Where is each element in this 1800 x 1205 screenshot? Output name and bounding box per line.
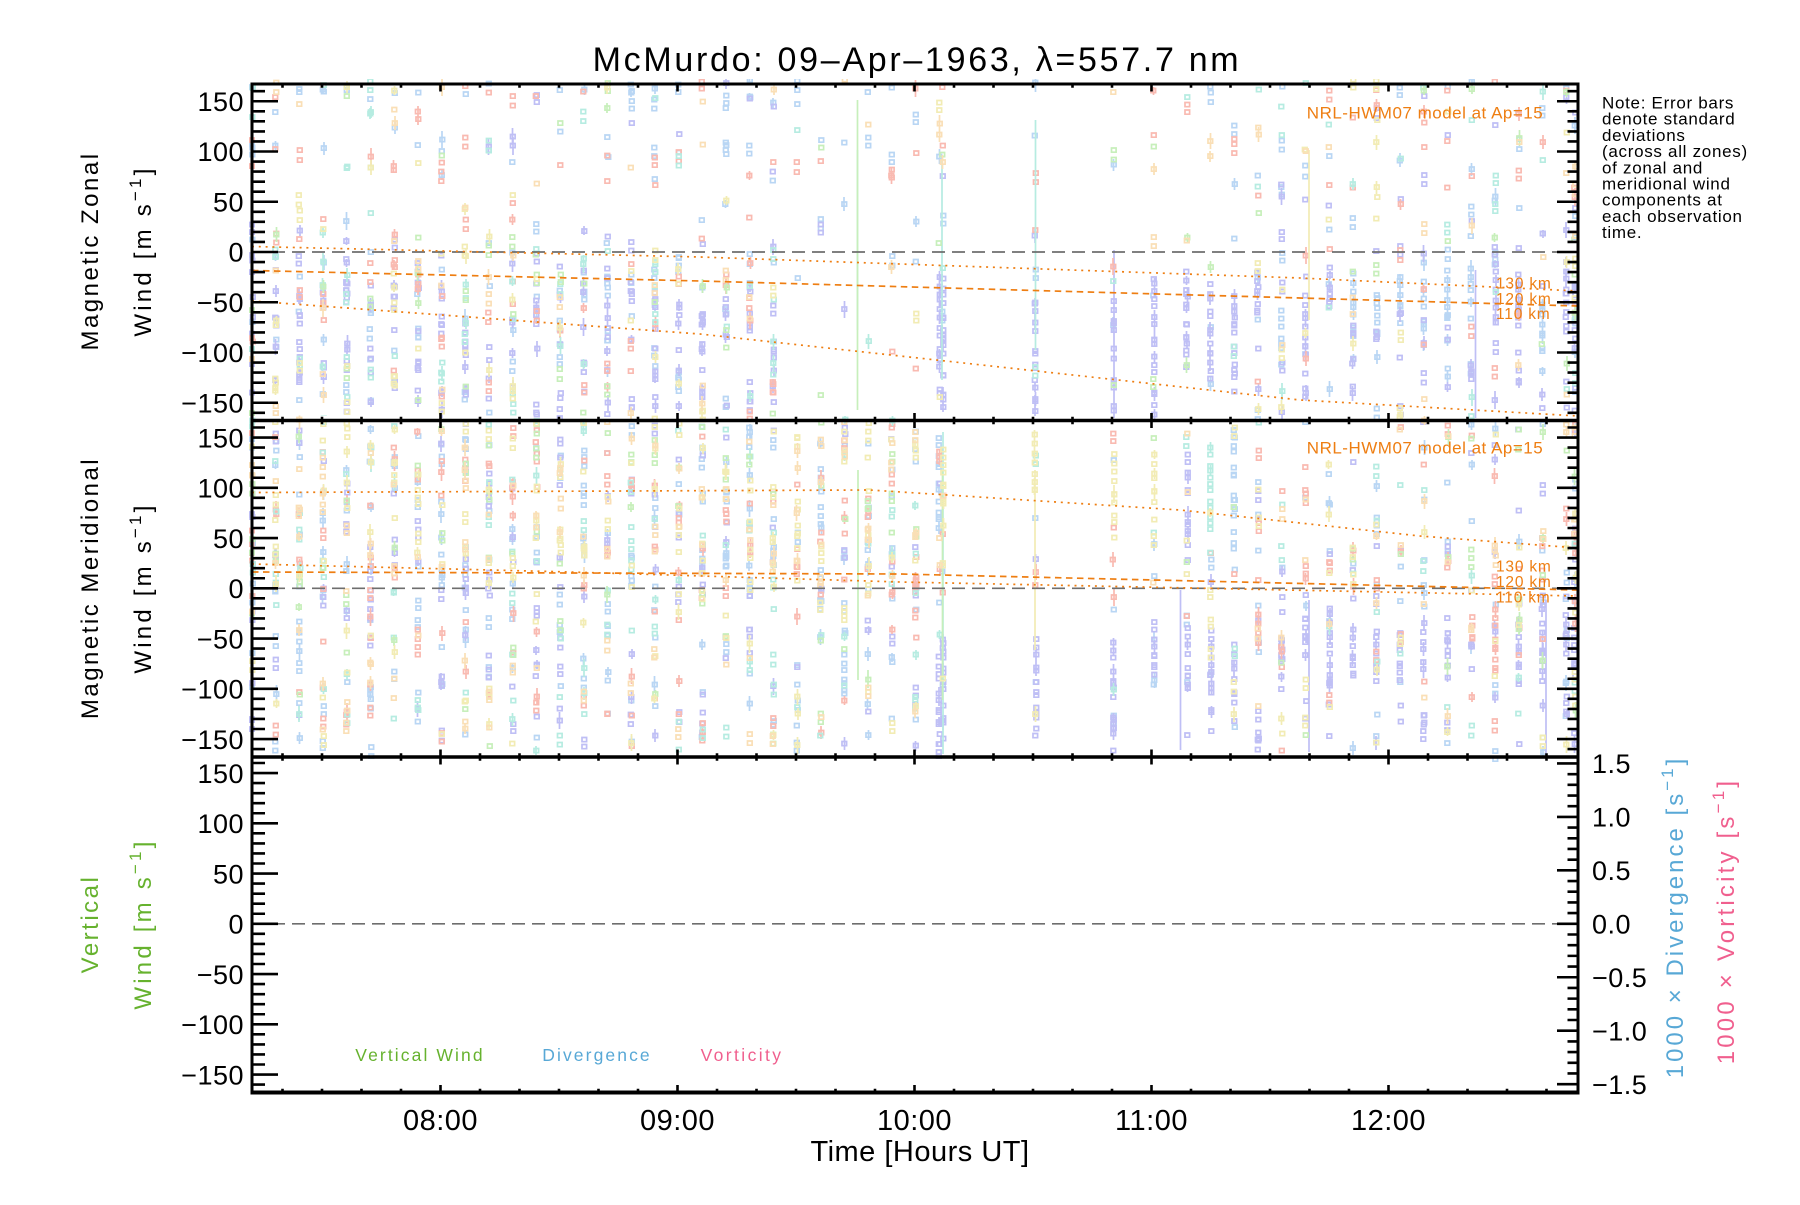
svg-text:−1.0: −1.0: [1592, 1016, 1647, 1046]
svg-text:11:00: 11:00: [1115, 1105, 1188, 1137]
svg-text:Wind [m s−1]: Wind [m s−1]: [126, 838, 157, 1009]
svg-text:50: 50: [213, 187, 244, 217]
svg-text:NRL-HWM07 model at Ap=15: NRL-HWM07 model at Ap=15: [1307, 104, 1543, 123]
svg-text:0: 0: [228, 238, 244, 268]
svg-text:−100: −100: [181, 338, 244, 368]
svg-text:50: 50: [213, 524, 244, 554]
svg-text:of zonal and: of zonal and: [1602, 158, 1703, 177]
svg-text:100: 100: [197, 474, 244, 504]
svg-text:10:00: 10:00: [877, 1105, 952, 1137]
svg-text:120 km: 120 km: [1496, 574, 1552, 591]
svg-text:0.0: 0.0: [1592, 910, 1631, 940]
svg-text:−100: −100: [181, 675, 244, 705]
svg-text:Time [Hours UT]: Time [Hours UT]: [810, 1136, 1029, 1168]
svg-text:1000 × Vorticity [s−1]: 1000 × Vorticity [s−1]: [1709, 778, 1740, 1065]
svg-text:−150: −150: [181, 388, 244, 418]
svg-text:Vertical: Vertical: [77, 875, 104, 974]
svg-text:−150: −150: [181, 725, 244, 755]
svg-text:−0.5: −0.5: [1592, 963, 1647, 993]
svg-text:0: 0: [228, 574, 244, 604]
svg-text:0.5: 0.5: [1592, 856, 1631, 886]
svg-text:1.0: 1.0: [1592, 803, 1631, 833]
svg-text:time.: time.: [1602, 223, 1642, 242]
svg-text:0: 0: [228, 910, 244, 940]
svg-text:110 km: 110 km: [1496, 306, 1550, 323]
svg-text:NRL-HWM07 model at Ap=15: NRL-HWM07 model at Ap=15: [1307, 439, 1543, 458]
svg-text:110 km: 110 km: [1496, 590, 1550, 607]
svg-text:Note: Error bars: Note: Error bars: [1602, 94, 1734, 113]
svg-text:denote standard: denote standard: [1602, 110, 1735, 129]
svg-text:Vorticity: Vorticity: [701, 1045, 784, 1065]
svg-text:120 km: 120 km: [1496, 291, 1552, 308]
svg-text:100: 100: [197, 809, 244, 839]
svg-text:−1.5: −1.5: [1592, 1070, 1647, 1100]
svg-text:meridional wind: meridional wind: [1602, 175, 1731, 194]
svg-text:Magnetic Meridional: Magnetic Meridional: [77, 457, 104, 719]
svg-text:150: 150: [197, 87, 244, 117]
svg-text:−100: −100: [181, 1010, 244, 1040]
svg-text:50: 50: [213, 859, 244, 889]
svg-text:09:00: 09:00: [640, 1105, 715, 1137]
svg-text:deviations: deviations: [1602, 126, 1686, 145]
svg-text:Vertical Wind: Vertical Wind: [355, 1045, 484, 1065]
svg-text:Magnetic Zonal: Magnetic Zonal: [77, 151, 104, 350]
svg-text:130 km: 130 km: [1496, 276, 1552, 293]
svg-text:−50: −50: [197, 288, 244, 318]
svg-text:components at: components at: [1602, 191, 1723, 210]
svg-text:12:00: 12:00: [1351, 1105, 1426, 1137]
svg-text:each observation: each observation: [1602, 207, 1743, 226]
svg-text:McMurdo: 09–Apr–1963, λ=557.7: McMurdo: 09–Apr–1963, λ=557.7 nm: [593, 41, 1242, 79]
svg-text:(across all zones): (across all zones): [1602, 142, 1748, 161]
svg-text:−50: −50: [197, 960, 244, 990]
svg-text:100: 100: [197, 137, 244, 167]
svg-text:1000 × Divergence [s−1]: 1000 × Divergence [s−1]: [1658, 756, 1689, 1079]
svg-text:150: 150: [197, 423, 244, 453]
svg-text:1.5: 1.5: [1592, 749, 1631, 779]
svg-text:08:00: 08:00: [403, 1105, 478, 1137]
svg-text:150: 150: [197, 759, 244, 789]
svg-text:130 km: 130 km: [1496, 559, 1552, 576]
svg-text:−50: −50: [197, 624, 244, 654]
svg-text:−150: −150: [181, 1060, 244, 1090]
svg-text:Divergence: Divergence: [542, 1045, 652, 1065]
